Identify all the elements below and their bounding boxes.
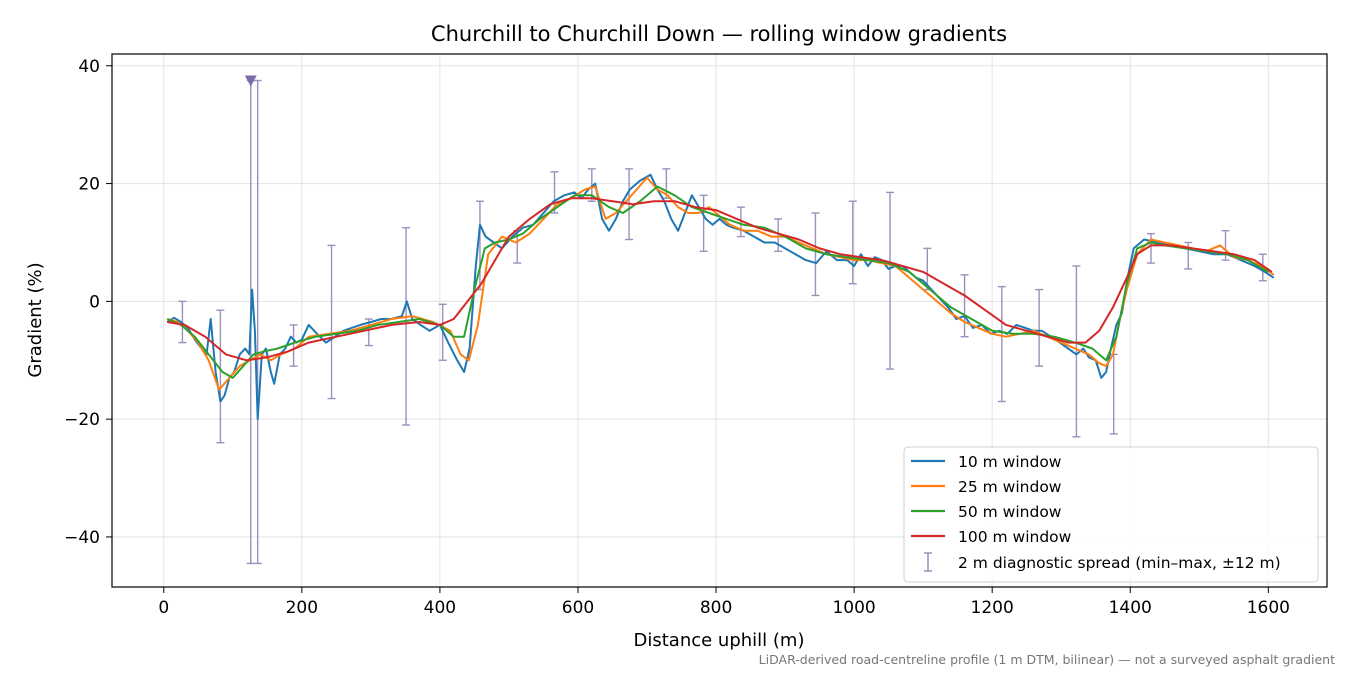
x-tick-label: 1000 <box>832 598 875 618</box>
diagnostic-errorbar <box>886 191 895 370</box>
diagnostic-errorbar <box>402 227 411 426</box>
footnote: LiDAR-derived road-centreline profile (1… <box>759 652 1335 667</box>
legend-label-10m: 10 m window <box>958 453 1062 471</box>
chart-title: Churchill to Churchill Down — rolling wi… <box>431 22 1007 46</box>
diagnostic-errorbar <box>216 309 225 444</box>
legend-label-100m: 100 m window <box>958 528 1072 546</box>
x-axis-label: Distance uphill (m) <box>634 630 805 651</box>
x-axis-ticks: 0 200 400 600 800 1000 1200 1400 1600 <box>158 587 1290 618</box>
legend-swatch-diagnostic <box>924 552 932 572</box>
x-tick-label: 1400 <box>1109 598 1152 618</box>
legend-label-50m: 50 m window <box>958 503 1062 521</box>
clipped-markers <box>244 75 257 87</box>
diagnostic-errorbar <box>1072 265 1081 438</box>
plot-frame <box>111 53 1328 588</box>
legend: 10 m window 25 m window 50 m window 100 … <box>903 446 1319 583</box>
y-tick-label: 40 <box>78 57 100 77</box>
x-tick-label: 600 <box>562 598 594 618</box>
y-tick-label: 20 <box>78 175 100 195</box>
diagnostic-errorbar <box>1221 229 1230 261</box>
series-lines <box>166 173 1275 421</box>
y-axis-ticks: −40 −20 0 20 40 <box>64 57 112 548</box>
diagnostic-errorbar <box>848 200 857 285</box>
series-line-s100 <box>167 197 1273 362</box>
x-tick-label: 0 <box>158 598 169 618</box>
diagnostic-errorbar <box>253 79 262 565</box>
legend-box <box>903 446 1319 583</box>
diagnostic-errorbar <box>699 194 708 252</box>
diagnostic-spread-bars <box>178 79 1267 565</box>
diagnostic-errorbar <box>736 206 745 238</box>
x-tick-label: 200 <box>286 598 318 618</box>
y-axis-label: Gradient (%) <box>25 262 46 377</box>
diagnostic-errorbar <box>960 274 969 338</box>
y-tick-label: 0 <box>89 292 100 312</box>
diagnostic-errorbar <box>997 285 1006 403</box>
x-tick-label: 1200 <box>971 598 1014 618</box>
y-tick-label: −20 <box>64 410 100 430</box>
x-tick-label: 1600 <box>1247 598 1290 618</box>
legend-label-25m: 25 m window <box>958 478 1062 496</box>
legend-label-diagnostic: 2 m diagnostic spread (min–max, ±12 m) <box>958 554 1281 572</box>
y-tick-label: −40 <box>64 528 100 548</box>
clipped-marker-triangle <box>244 75 257 87</box>
diagnostic-errorbar <box>1035 288 1044 367</box>
diagnostic-errorbar <box>289 324 298 367</box>
diagnostic-errorbar <box>327 244 336 400</box>
x-tick-label: 400 <box>424 598 456 618</box>
x-tick-label: 800 <box>700 598 732 618</box>
diagnostic-errorbar <box>811 212 820 297</box>
diagnostic-errorbar <box>774 218 783 252</box>
series-line-s50 <box>166 185 1269 379</box>
